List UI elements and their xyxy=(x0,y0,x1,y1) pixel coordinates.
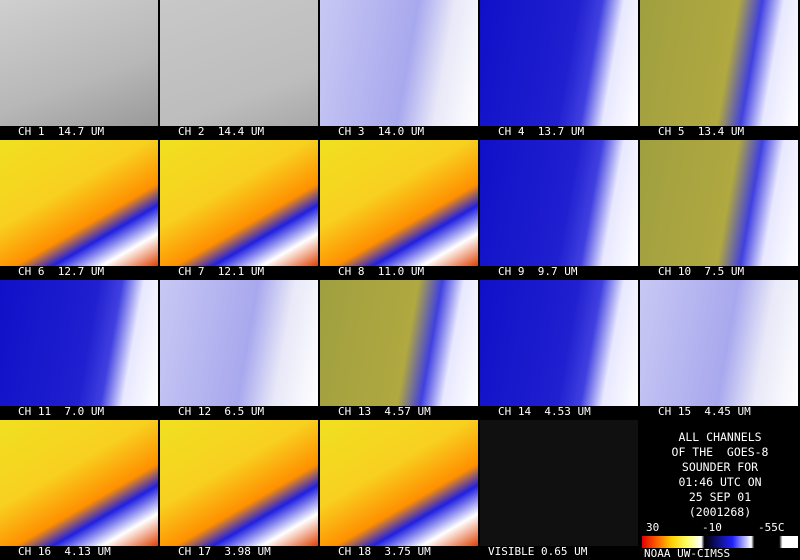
scale-label: 30 xyxy=(646,521,660,534)
satellite-image xyxy=(160,280,318,406)
scale-label: -55C xyxy=(758,521,785,534)
channel-label: CH 1 14.7 UM xyxy=(18,125,105,138)
satellite-image xyxy=(320,420,478,546)
channel-label: CH 12 6.5 UM xyxy=(178,405,265,418)
channel-label: CH 9 9.7 UM xyxy=(498,265,578,278)
channel-label: CH 14 4.53 UM xyxy=(498,405,591,418)
info-line: SOUNDER FOR xyxy=(681,460,759,474)
info-line: 25 SEP 01 xyxy=(688,490,752,504)
satellite-image xyxy=(480,0,638,126)
channel-label: CH 16 4.13 UM xyxy=(18,545,111,558)
satellite-image xyxy=(160,0,318,126)
info-line: 01:46 UTC ON xyxy=(678,475,762,489)
channel-label: CH 6 12.7 UM xyxy=(18,265,105,278)
satellite-image xyxy=(480,140,638,266)
satellite-image xyxy=(640,140,798,266)
satellite-image xyxy=(0,420,158,546)
satellite-image xyxy=(0,280,158,406)
color-scale xyxy=(642,536,798,548)
satellite-image xyxy=(480,420,638,546)
channel-label: CH 5 13.4 UM xyxy=(658,125,745,138)
channel-label: CH 8 11.0 UM xyxy=(338,265,425,278)
satellite-image xyxy=(320,0,478,126)
channel-label: CH 18 3.75 UM xyxy=(338,545,431,558)
info-line: ALL CHANNELS xyxy=(678,430,762,444)
channel-label: CH 11 7.0 UM xyxy=(18,405,105,418)
satellite-image xyxy=(0,0,158,126)
channel-label: CH 2 14.4 UM xyxy=(178,125,265,138)
channel-label: CH 3 14.0 UM xyxy=(338,125,425,138)
satellite-image xyxy=(640,0,798,126)
channel-label: CH 10 7.5 UM xyxy=(658,265,745,278)
satellite-image xyxy=(160,420,318,546)
satellite-image xyxy=(320,280,478,406)
satellite-image xyxy=(160,140,318,266)
channel-label: CH 13 4.57 UM xyxy=(338,405,431,418)
satellite-image xyxy=(320,140,478,266)
satellite-image xyxy=(480,280,638,406)
channel-label: VISIBLE 0.65 UM xyxy=(488,545,588,558)
satellite-image xyxy=(0,140,158,266)
satellite-image xyxy=(640,280,798,406)
scale-label: -10 xyxy=(702,521,722,534)
info-box: ALL CHANNELS OF THE GOES-8 SOUNDER FOR 01:4… xyxy=(640,420,800,560)
channel-label: CH 17 3.98 UM xyxy=(178,545,271,558)
channel-label: CH 4 13.7 UM xyxy=(498,125,585,138)
credit: NOAA UW-CIMSS xyxy=(644,547,731,560)
info-line: OF THE GOES-8 xyxy=(671,445,769,459)
info-line: (2001268) xyxy=(688,505,752,519)
channel-label: CH 7 12.1 UM xyxy=(178,265,265,278)
channel-label: CH 15 4.45 UM xyxy=(658,405,751,418)
